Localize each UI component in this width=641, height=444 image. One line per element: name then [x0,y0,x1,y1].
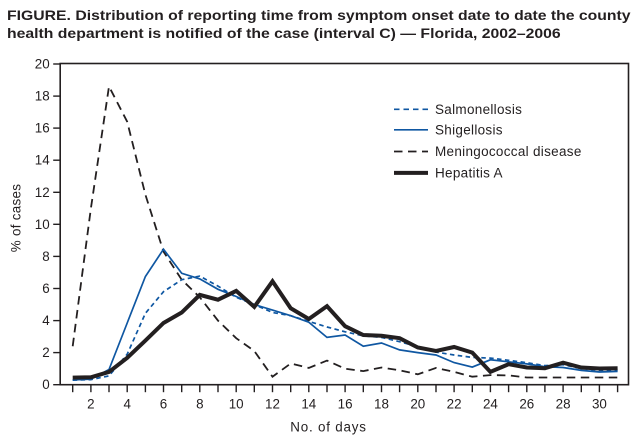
svg-text:0: 0 [42,377,49,392]
svg-text:Salmonellosis: Salmonellosis [435,102,522,117]
svg-text:4: 4 [123,397,131,412]
svg-text:2: 2 [42,345,49,360]
svg-text:Shigellosis: Shigellosis [435,122,503,137]
svg-text:4: 4 [42,313,50,328]
svg-text:20: 20 [410,397,425,412]
svg-text:6: 6 [42,281,49,296]
svg-text:8: 8 [42,249,49,264]
svg-text:30: 30 [592,397,607,412]
svg-text:2: 2 [87,397,94,412]
svg-text:24: 24 [483,397,498,412]
svg-text:16: 16 [338,397,353,412]
svg-text:16: 16 [35,121,50,136]
svg-text:26: 26 [519,397,534,412]
svg-text:8: 8 [196,397,203,412]
svg-text:14: 14 [35,153,50,168]
svg-text:20: 20 [35,57,50,72]
svg-text:14: 14 [301,397,316,412]
svg-text:% of cases: % of cases [9,184,24,253]
svg-text:10: 10 [229,397,244,412]
svg-text:Hepatitis A: Hepatitis A [435,165,503,180]
svg-text:10: 10 [35,217,50,232]
svg-text:28: 28 [556,397,571,412]
svg-text:22: 22 [447,397,462,412]
svg-text:6: 6 [160,397,167,412]
svg-text:18: 18 [35,89,50,104]
svg-text:12: 12 [265,397,280,412]
svg-text:No. of days: No. of days [290,420,367,435]
svg-text:Meningococcal disease: Meningococcal disease [435,144,582,159]
svg-text:12: 12 [35,185,50,200]
svg-text:18: 18 [374,397,389,412]
